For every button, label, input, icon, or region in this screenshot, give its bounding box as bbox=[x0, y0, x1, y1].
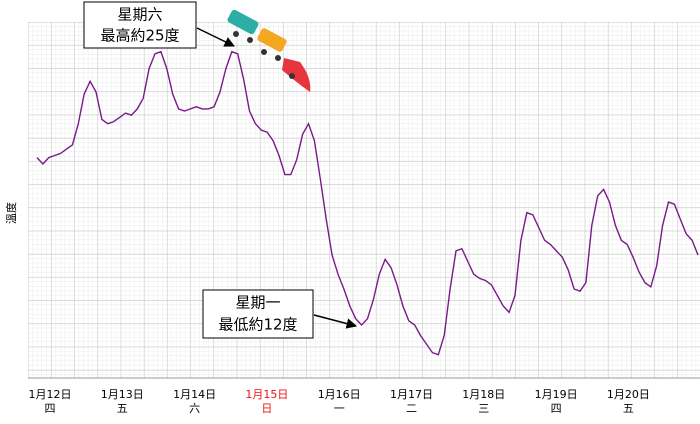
train-icon bbox=[227, 9, 311, 92]
x-tick-sublabel: 六 bbox=[189, 402, 200, 415]
x-tick-sublabel: 二 bbox=[406, 402, 417, 415]
grid bbox=[28, 22, 700, 378]
x-tick-label: 1月19日 bbox=[535, 388, 578, 401]
x-tick-sublabel: 三 bbox=[478, 402, 489, 415]
x-tick-label: 1月16日 bbox=[318, 388, 361, 401]
annotation: 星期六 最高約25度 bbox=[83, 1, 235, 49]
x-tick-sublabel: 五 bbox=[117, 402, 128, 415]
plot bbox=[36, 50, 699, 356]
annotation-text: 星期一 bbox=[235, 294, 280, 312]
annotation-text: 星期六 bbox=[117, 6, 162, 24]
x-tick-label: 1月14日 bbox=[173, 388, 216, 401]
arrow bbox=[196, 27, 235, 47]
x-tick-label: 1月13日 bbox=[101, 388, 144, 401]
x-tick-label: 1月18日 bbox=[462, 388, 505, 401]
arrow bbox=[313, 314, 358, 329]
x-tick-sublabel: 四 bbox=[45, 402, 56, 415]
x-tick-label: 1月12日 bbox=[29, 388, 72, 401]
x-tick-sublabel: 四 bbox=[551, 402, 562, 415]
callout-box bbox=[202, 289, 314, 339]
x-tick-sublabel: 日 bbox=[261, 402, 272, 415]
annotation-text: 最低約12度 bbox=[218, 316, 297, 334]
x-tick-label: 1月17日 bbox=[390, 388, 433, 401]
annotation: 星期一 最低約12度 bbox=[202, 289, 358, 339]
y-axis-label: 溫度 bbox=[4, 202, 18, 224]
major-grid bbox=[28, 22, 700, 378]
callout-box bbox=[83, 1, 197, 49]
annotation-text: 最高約25度 bbox=[100, 27, 179, 45]
x-tick-sublabel: 五 bbox=[623, 402, 634, 415]
x-tick-sublabel: 一 bbox=[334, 402, 345, 415]
x-tick-label: 1月15日 bbox=[245, 388, 288, 401]
temperature-line bbox=[36, 50, 699, 356]
x-tick-label: 1月20日 bbox=[607, 388, 650, 401]
